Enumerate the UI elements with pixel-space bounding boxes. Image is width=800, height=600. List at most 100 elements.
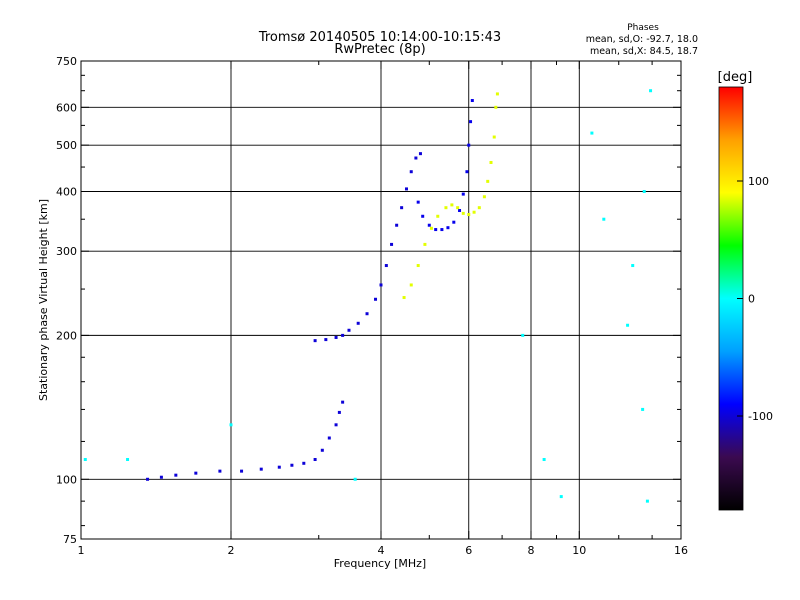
- x-tick-label: 10: [572, 544, 586, 557]
- data-point: [229, 423, 233, 427]
- colorbar-tick-label: -100: [748, 410, 773, 423]
- data-point: [446, 226, 450, 230]
- y-tick-label: 200: [56, 329, 77, 342]
- x-tick-label: 6: [465, 544, 472, 557]
- x-tick-label: 1: [78, 544, 85, 557]
- colorbar-label: [deg]: [718, 70, 753, 85]
- colorbar-tick-label: 0: [748, 293, 755, 306]
- data-point: [472, 210, 476, 214]
- data-point: [194, 471, 198, 475]
- data-point: [559, 495, 563, 499]
- data-point: [218, 469, 222, 473]
- chart-title: Tromsø 20140505 10:14:00-10:15:43: [258, 30, 501, 45]
- y-tick-label: 600: [56, 101, 77, 114]
- data-point: [436, 214, 440, 218]
- data-point: [83, 457, 87, 461]
- x-axis-label: Frequency [MHz]: [334, 557, 426, 570]
- data-point: [421, 214, 425, 218]
- y-tick-label: 400: [56, 185, 77, 198]
- data-point: [320, 448, 324, 452]
- data-point: [402, 296, 406, 300]
- data-point: [313, 339, 317, 343]
- data-point: [461, 192, 465, 196]
- data-point: [626, 323, 630, 327]
- y-tick-label: 300: [56, 245, 77, 258]
- data-point: [418, 152, 422, 156]
- data-point: [324, 338, 328, 342]
- data-point: [450, 203, 454, 207]
- colorbar-tick-label: 100: [748, 175, 769, 188]
- data-point: [427, 223, 431, 227]
- x-tick-label: 16: [674, 544, 688, 557]
- data-point: [259, 467, 263, 471]
- data-point: [467, 213, 471, 217]
- data-point: [313, 457, 317, 461]
- data-point: [452, 220, 456, 224]
- data-point: [240, 469, 244, 473]
- data-point: [641, 407, 645, 411]
- y-tick-label: 75: [63, 533, 77, 546]
- data-point: [334, 335, 338, 339]
- data-point: [495, 92, 499, 96]
- data-point: [489, 160, 493, 164]
- data-point: [492, 135, 496, 139]
- data-point: [337, 410, 341, 414]
- data-point: [414, 156, 418, 160]
- data-point: [374, 297, 378, 301]
- data-point: [456, 206, 460, 210]
- colorbar-ticks: 100 0 -100: [737, 175, 773, 423]
- data-point: [341, 400, 345, 404]
- data-point: [341, 333, 345, 337]
- chart-subtitle: RwPretec (8p): [334, 42, 425, 57]
- data-point: [482, 195, 486, 199]
- x-tick-label: 4: [378, 544, 385, 557]
- data-point: [347, 328, 351, 332]
- y-tick-label: 500: [56, 139, 77, 152]
- data-point: [327, 436, 331, 440]
- data-point: [390, 242, 394, 246]
- data-point: [645, 499, 649, 503]
- data-point: [590, 131, 594, 135]
- data-point: [409, 170, 413, 174]
- data-point: [461, 211, 465, 215]
- data-point: [126, 457, 130, 461]
- data-point: [423, 242, 427, 246]
- data-point: [469, 120, 473, 124]
- data-point: [356, 321, 360, 325]
- data-point: [649, 89, 653, 93]
- data-point: [334, 423, 338, 427]
- data-point: [400, 206, 404, 210]
- data-point: [642, 189, 646, 193]
- data-point: [302, 461, 306, 465]
- y-tick-label: 100: [56, 473, 77, 486]
- data-point: [146, 477, 150, 481]
- phase-stats-o: mean, sd,O: -92.7, 18.0: [586, 34, 698, 45]
- x-tick-label: 8: [528, 544, 535, 557]
- x-axis-ticks: 1 2 4 6 8 10 16: [78, 61, 688, 557]
- data-point: [465, 170, 469, 174]
- y-tick-label: 750: [56, 55, 77, 68]
- data-point: [384, 264, 388, 268]
- data-point: [404, 187, 408, 191]
- data-point: [602, 217, 606, 221]
- data-point: [353, 477, 357, 481]
- data-point: [395, 223, 399, 227]
- data-point: [409, 283, 413, 287]
- data-point: [440, 228, 444, 232]
- data-point: [365, 312, 369, 316]
- data-point: [434, 228, 438, 232]
- data-point: [444, 206, 448, 210]
- data-point: [416, 200, 420, 204]
- data-point: [477, 206, 481, 210]
- data-point: [486, 179, 490, 183]
- phase-stats-x: mean, sd,X: 84.5, 18.7: [590, 46, 698, 57]
- data-point: [416, 264, 420, 268]
- y-axis-ticks: 75 100 200 300 400 500 600 750: [56, 55, 681, 546]
- data-point: [458, 209, 462, 213]
- data-point: [470, 99, 474, 103]
- data-point: [159, 475, 163, 479]
- data-point: [494, 105, 498, 109]
- data-point: [521, 333, 525, 337]
